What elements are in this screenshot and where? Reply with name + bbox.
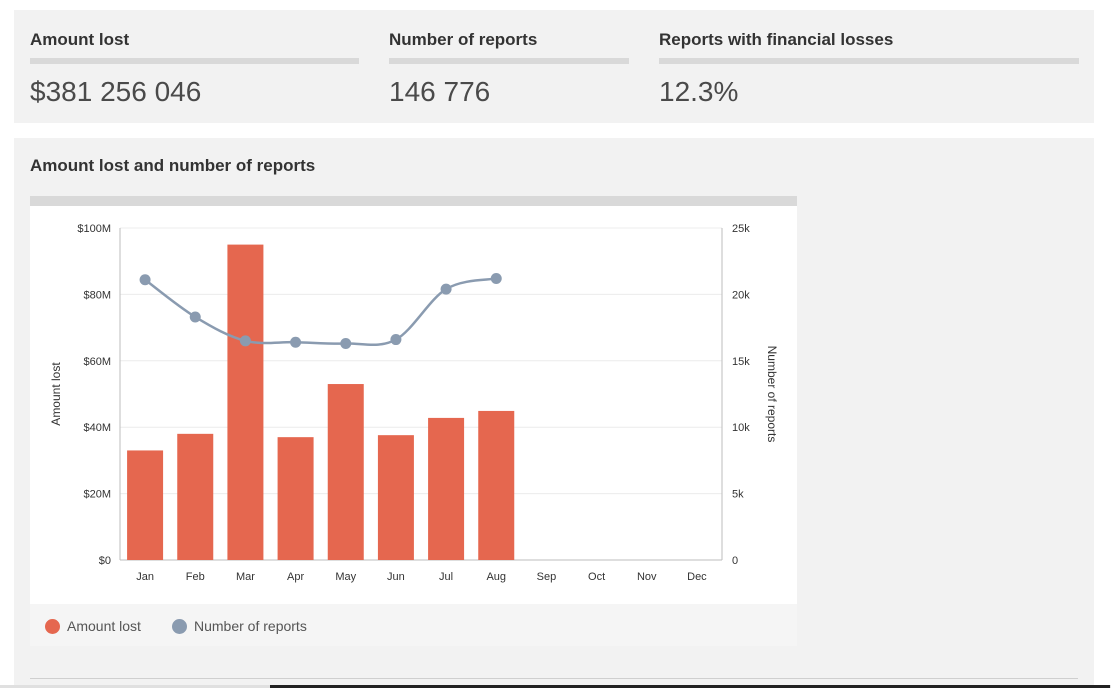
y-tick-label-left: $80M: [83, 289, 111, 301]
chart-svg: $0 $20M $40M $60M $80M $100M 0 5k 10k 15k 20k 25k Am…: [49, 223, 779, 583]
chart-top-bar: [30, 196, 797, 206]
x-tick-label: Mar: [236, 571, 255, 583]
legend-label: Amount lost: [67, 618, 141, 634]
bar-amount-lost: [277, 437, 314, 560]
y-tick-label-left: $20M: [83, 489, 111, 501]
x-tick-label: Dec: [687, 571, 707, 583]
bar-amount-lost: [127, 450, 164, 560]
stat-label: Amount lost: [30, 30, 130, 49]
bottom-scrollbar-thumb[interactable]: [270, 685, 1110, 688]
bar-amount-lost: [227, 244, 264, 560]
stat-value: 12.3%: [659, 76, 739, 107]
legend-item-number-of-reports[interactable]: Number of reports: [172, 616, 307, 636]
y-tick-label-left: $60M: [83, 356, 111, 368]
y-tick-label-left: $40M: [83, 422, 111, 434]
chart-title: Amount lost and number of reports: [30, 156, 316, 175]
y-tick-label-right: 5k: [732, 489, 744, 501]
bar-amount-lost: [478, 410, 515, 560]
chart-area: $0 $20M $40M $60M $80M $100M 0 5k 10k 15k 20k 25k Am…: [30, 206, 797, 646]
point-number-of-reports: [139, 274, 151, 286]
circle-icon: [172, 618, 187, 634]
stat-divider: [30, 58, 359, 64]
x-tick-label: May: [335, 571, 356, 583]
y-tick-label-left: $100M: [77, 223, 111, 235]
stat-divider: [659, 58, 1079, 64]
y-tick-label-right: 25k: [732, 223, 750, 235]
y-tick-label-right: 15k: [732, 356, 750, 368]
stat-divider: [389, 58, 629, 64]
x-tick-label: Jun: [387, 571, 405, 583]
y-tick-label-right: 20k: [732, 289, 750, 301]
stat-value: $381 256 046: [30, 76, 202, 107]
x-tick-label: Oct: [588, 571, 605, 583]
line-number-of-reports: [144, 277, 497, 347]
y-axis-title-left: Amount lost: [49, 362, 63, 426]
y-tick-label-left: $0: [99, 555, 111, 567]
bar-amount-lost: [428, 417, 465, 560]
x-tick-label: Sep: [537, 571, 557, 583]
x-tick-label: Aug: [486, 571, 506, 583]
x-tick-label: Jan: [136, 571, 154, 583]
y-axis-title-right: Number of reports: [765, 346, 779, 443]
stat-value: 146 776: [389, 76, 491, 107]
y-tick-label-right: 10k: [732, 422, 750, 434]
x-tick-label: Nov: [637, 571, 657, 583]
chart-panel: Amount lost and number of reports $0 $20M…: [14, 138, 1094, 688]
chart-legend: Amount lost Number of reports: [30, 604, 797, 646]
x-tick-label: Apr: [287, 571, 304, 583]
point-number-of-reports: [340, 338, 352, 350]
y-tick-label-right: 0: [732, 555, 738, 567]
summary-stats-panel: Amount lost $381 256 046 Number of repor…: [14, 10, 1094, 123]
bar-amount-lost: [177, 433, 214, 560]
circle-icon: [45, 618, 60, 634]
section-divider: [30, 678, 1078, 679]
x-tick-label: Feb: [186, 571, 205, 583]
legend-item-amount-lost[interactable]: Amount lost: [45, 616, 141, 636]
point-number-of-reports: [290, 336, 302, 348]
bar-amount-lost: [327, 384, 364, 560]
stat-label: Number of reports: [389, 30, 538, 49]
point-number-of-reports: [189, 311, 201, 323]
point-number-of-reports: [239, 335, 251, 347]
legend-label: Number of reports: [194, 618, 307, 634]
x-tick-label: Jul: [439, 571, 453, 583]
point-number-of-reports: [440, 283, 452, 295]
bar-amount-lost: [377, 435, 414, 560]
point-number-of-reports: [490, 272, 502, 284]
point-number-of-reports: [390, 334, 402, 346]
stat-label: Reports with financial losses: [659, 30, 894, 49]
